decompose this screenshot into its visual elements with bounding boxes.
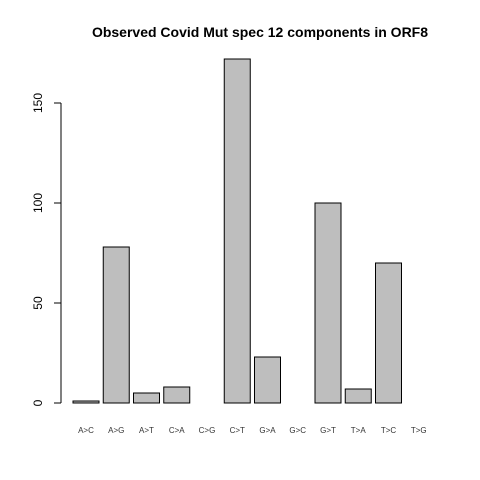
y-tick-label: 100 <box>31 193 45 213</box>
bar-A>G <box>102 246 130 404</box>
y-tick-label: 150 <box>31 93 45 113</box>
x-tick-label: A>C <box>78 426 94 435</box>
bar-T>A <box>344 388 372 404</box>
x-tick-label: C>T <box>230 426 245 435</box>
x-tick-label: C>A <box>169 426 185 435</box>
x-tick-label: T>G <box>411 426 427 435</box>
bar-G>A <box>254 356 281 404</box>
chart-title: Observed Covid Mut spec 12 components in… <box>92 24 428 40</box>
bar-T>C <box>375 262 402 404</box>
x-tick-label: G>A <box>259 426 276 435</box>
bar-G>T <box>314 202 342 404</box>
y-tick-label: 50 <box>31 296 45 310</box>
bar-C>T <box>223 58 251 404</box>
x-tick-label: G>C <box>289 426 306 435</box>
bar-A>T <box>133 392 160 404</box>
x-tick-label: G>T <box>320 426 336 435</box>
x-tick-label: T>A <box>351 426 367 435</box>
x-tick-labels: A>C A>G A>T C>A C>G C>T G>A G>C G>T T>A T>C T>G <box>78 426 427 435</box>
y-axis: 0 50 100 150 <box>31 93 62 406</box>
bar-C>A <box>163 386 191 404</box>
x-tick-label: A>G <box>108 426 124 435</box>
y-tick-label: 0 <box>31 399 45 406</box>
bar-A>C <box>72 400 100 404</box>
x-tick-label: A>T <box>139 426 154 435</box>
x-tick-label: T>C <box>381 426 397 435</box>
bars-group <box>72 58 402 404</box>
x-tick-label: C>G <box>199 426 216 435</box>
